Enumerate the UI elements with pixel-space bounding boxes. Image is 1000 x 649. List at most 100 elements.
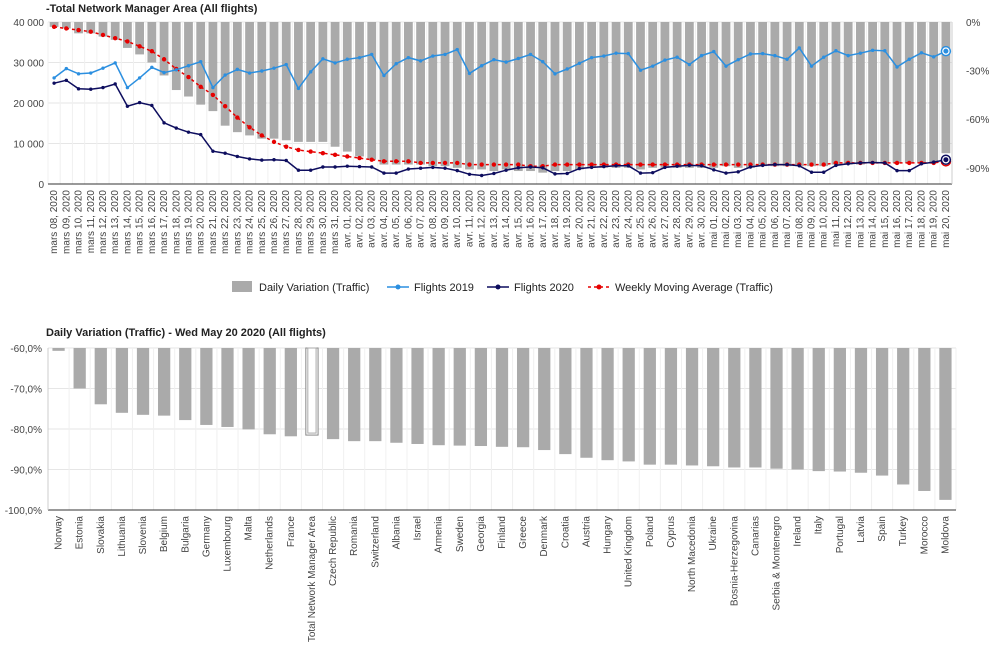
chart1-point <box>663 165 667 170</box>
chart1-legend-item[interactable]: Daily Variation (Traffic) <box>232 281 369 294</box>
chart1-point <box>272 158 276 162</box>
chart1-point <box>638 171 643 175</box>
chart1-point <box>430 160 436 166</box>
chart1-right-tick-label: -30% <box>966 67 989 78</box>
chart1-bar <box>904 22 914 163</box>
chart1-bar <box>306 22 316 142</box>
chart1-bar <box>49 22 59 27</box>
chart2-bar <box>833 348 846 472</box>
chart2-x-tick-label: Finland <box>497 516 508 549</box>
chart1-legend-item[interactable]: Flights 2019 <box>387 282 474 294</box>
chart1-point <box>492 171 496 176</box>
chart1-bar <box>74 22 83 34</box>
chart1-point <box>223 151 227 155</box>
chart1-point <box>773 53 777 58</box>
chart1-point <box>564 162 570 167</box>
chart2-x-tick-label: Italy <box>814 516 825 534</box>
chart2-x-tick-label: Morocco <box>919 516 930 555</box>
chart1-x-tick-label: mai 14, 2020 <box>868 190 879 248</box>
chart1-point <box>137 100 142 105</box>
chart1-point <box>552 162 558 167</box>
chart1-point <box>247 71 252 75</box>
chart1-point <box>748 162 753 167</box>
chart1-bar <box>489 22 499 172</box>
chart1-point <box>846 53 850 58</box>
chart2-x-tick-label: France <box>286 516 297 548</box>
chart1-point <box>64 26 69 31</box>
chart2-bar <box>643 348 656 465</box>
chart1-point <box>809 162 814 167</box>
chart1-bar <box>294 22 303 142</box>
chart1-point <box>895 168 899 173</box>
chart1-x-tick-label: avr. 15, 2020 <box>513 190 524 248</box>
chart1-x-tick-label: avr. 12, 2020 <box>477 190 488 248</box>
chart1-point <box>736 57 740 62</box>
chart1-point <box>174 68 178 72</box>
chart1-point <box>724 171 728 175</box>
chart1-x-tick-label: mars 14, 2020 <box>122 190 133 254</box>
chart1-point <box>321 165 325 169</box>
chart1-legend-item[interactable]: Weekly Moving Average (Traffic) <box>588 282 773 294</box>
chart1-point <box>491 162 497 167</box>
chart1-point <box>406 159 411 164</box>
chart2-x-tick-label: Belgium <box>159 516 170 552</box>
chart1-point <box>907 160 912 166</box>
chart1-bar <box>855 22 865 165</box>
chart1-point <box>260 158 264 162</box>
chart1-x-tick-label: avr. 28, 2020 <box>672 190 683 248</box>
chart2-bar <box>200 348 213 425</box>
chart1-bar <box>770 22 780 167</box>
chart1-point <box>455 168 459 173</box>
chart1-point <box>907 168 911 173</box>
chart1-bar <box>86 22 96 34</box>
chart1-bar <box>269 22 279 139</box>
chart2-y-tick-label: -100,0% <box>5 506 42 517</box>
chart1-point <box>112 36 118 41</box>
chart1-bar <box>758 22 768 167</box>
chart1-bar <box>159 22 169 76</box>
chart1-point <box>528 52 533 57</box>
chart1-bar <box>733 22 743 168</box>
chart1-x-tick-label: mars 29, 2020 <box>306 190 317 254</box>
chart1-point <box>687 62 692 67</box>
chart1-x-tick-label: mai 01, 2020 <box>709 190 720 248</box>
chart1-x-tick-label: mars 12, 2020 <box>98 190 109 254</box>
chart2-x-tick-label: Croatia <box>560 516 571 549</box>
chart1-point <box>308 168 313 172</box>
chart1-x-tick-label: mars 16, 2020 <box>147 190 158 254</box>
chart1-point <box>406 167 411 171</box>
chart1-series-line <box>53 46 947 90</box>
chart1-point <box>943 157 949 163</box>
chart1-point <box>186 64 191 68</box>
chart1-bar <box>465 22 474 170</box>
chart1-point <box>284 144 289 149</box>
chart1-point <box>553 172 557 176</box>
chart1-point <box>736 170 740 174</box>
chart1-bar <box>623 22 633 168</box>
chart1-x-tick-label: mars 13, 2020 <box>110 190 121 254</box>
chart2-x-tick-label: Austria <box>581 516 592 548</box>
chart1-point <box>943 48 949 54</box>
chart1-point <box>503 162 509 167</box>
chart2-bar <box>73 348 86 389</box>
chart2-bar <box>432 348 445 446</box>
chart1-point <box>308 149 313 154</box>
chart2-x-tick-label: United Kingdom <box>624 516 635 587</box>
chart1-legend-label: Weekly Moving Average (Traffic) <box>615 282 773 294</box>
chart1-bar <box>61 22 71 29</box>
chart2-bar <box>559 348 572 455</box>
chart1-point <box>822 55 826 59</box>
chart1-legend[interactable]: Daily Variation (Traffic) Flights 2019 Fli… <box>232 281 773 294</box>
chart1-x-tick-label: mars 19, 2020 <box>183 190 194 254</box>
chart1-x-tick-label: mars 10, 2020 <box>74 190 85 254</box>
chart1-point <box>308 70 313 74</box>
chart2-x-tick-label: Germany <box>201 516 212 557</box>
chart1-bar <box>428 22 438 167</box>
chart1-point <box>211 85 215 90</box>
chart1-axes: 0 10 000 20 000 30 000 40 000 0% -30% -60% -90% <box>13 18 989 191</box>
chart1-point <box>528 165 533 169</box>
chart1-legend-item[interactable]: Flights 2020 <box>487 282 574 294</box>
chart1-bar <box>184 22 193 97</box>
chart2-bar <box>495 348 509 447</box>
chart2-x-tick-label: Hungary <box>603 516 614 554</box>
